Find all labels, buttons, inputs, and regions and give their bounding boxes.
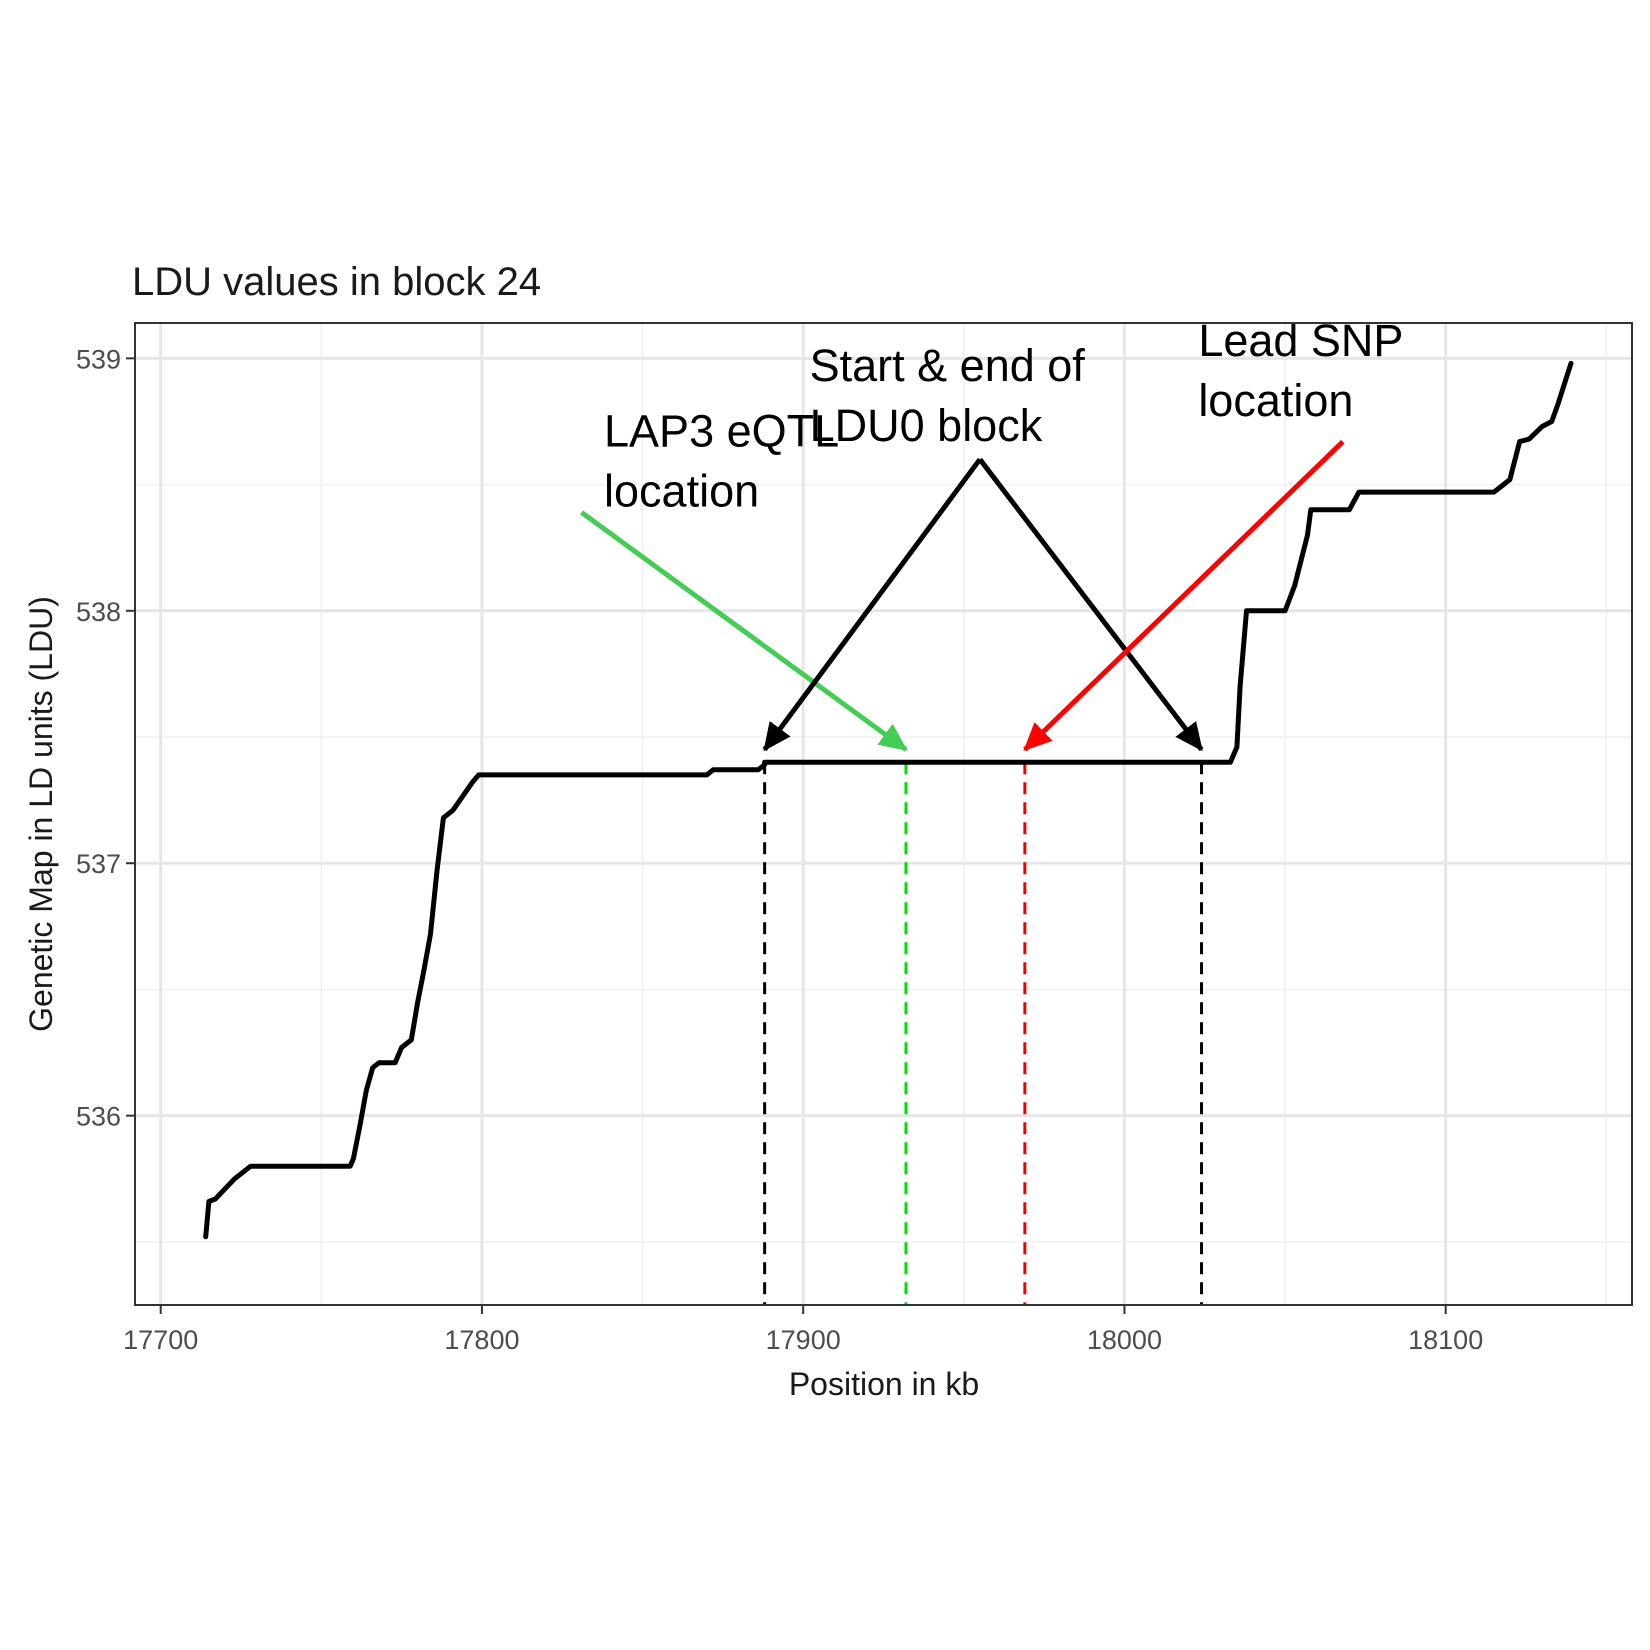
y-axis: 536 537 538 539 (76, 344, 135, 1132)
x-tick-label: 17700 (123, 1325, 198, 1355)
x-tick-label: 17800 (444, 1325, 519, 1355)
y-tick-label: 537 (76, 849, 121, 879)
annotation-line: Start & end of (810, 340, 1086, 391)
x-axis-title: Position in kb (789, 1366, 979, 1402)
ldu-series-line (203, 360, 1574, 1240)
y-tick-label: 538 (76, 597, 121, 627)
annotation-arrow (762, 457, 982, 752)
x-tick-label: 18100 (1408, 1325, 1483, 1355)
gridlines (135, 323, 1632, 1305)
annotation-label: LAP3 eQTL location (604, 406, 839, 517)
annotation-arrow (580, 510, 908, 752)
chart-title: LDU values in block 24 (132, 260, 541, 304)
annotation-line: location (604, 466, 759, 517)
y-axis-title: Genetic Map in LD units (LDU) (23, 596, 59, 1032)
annotation-line: LAP3 eQTL (604, 406, 839, 457)
annotation-label: Start & end of LDU0 block (810, 340, 1086, 451)
annotation-arrow (1023, 439, 1345, 752)
y-tick-label: 536 (76, 1102, 121, 1132)
x-axis: 17700 17800 17900 18000 18100 (123, 1305, 1483, 1355)
annotation-arrows (580, 439, 1345, 752)
reference-lines (763, 762, 1204, 1305)
annotation-arrow (977, 457, 1204, 752)
plot-border (134, 322, 1633, 1306)
annotation-line: location (1198, 375, 1353, 426)
series (203, 360, 1574, 1240)
y-tick-label: 539 (76, 344, 121, 374)
annotation-line: LDU0 block (810, 400, 1043, 451)
x-tick-label: 18000 (1087, 1325, 1162, 1355)
x-tick-label: 17900 (766, 1325, 841, 1355)
